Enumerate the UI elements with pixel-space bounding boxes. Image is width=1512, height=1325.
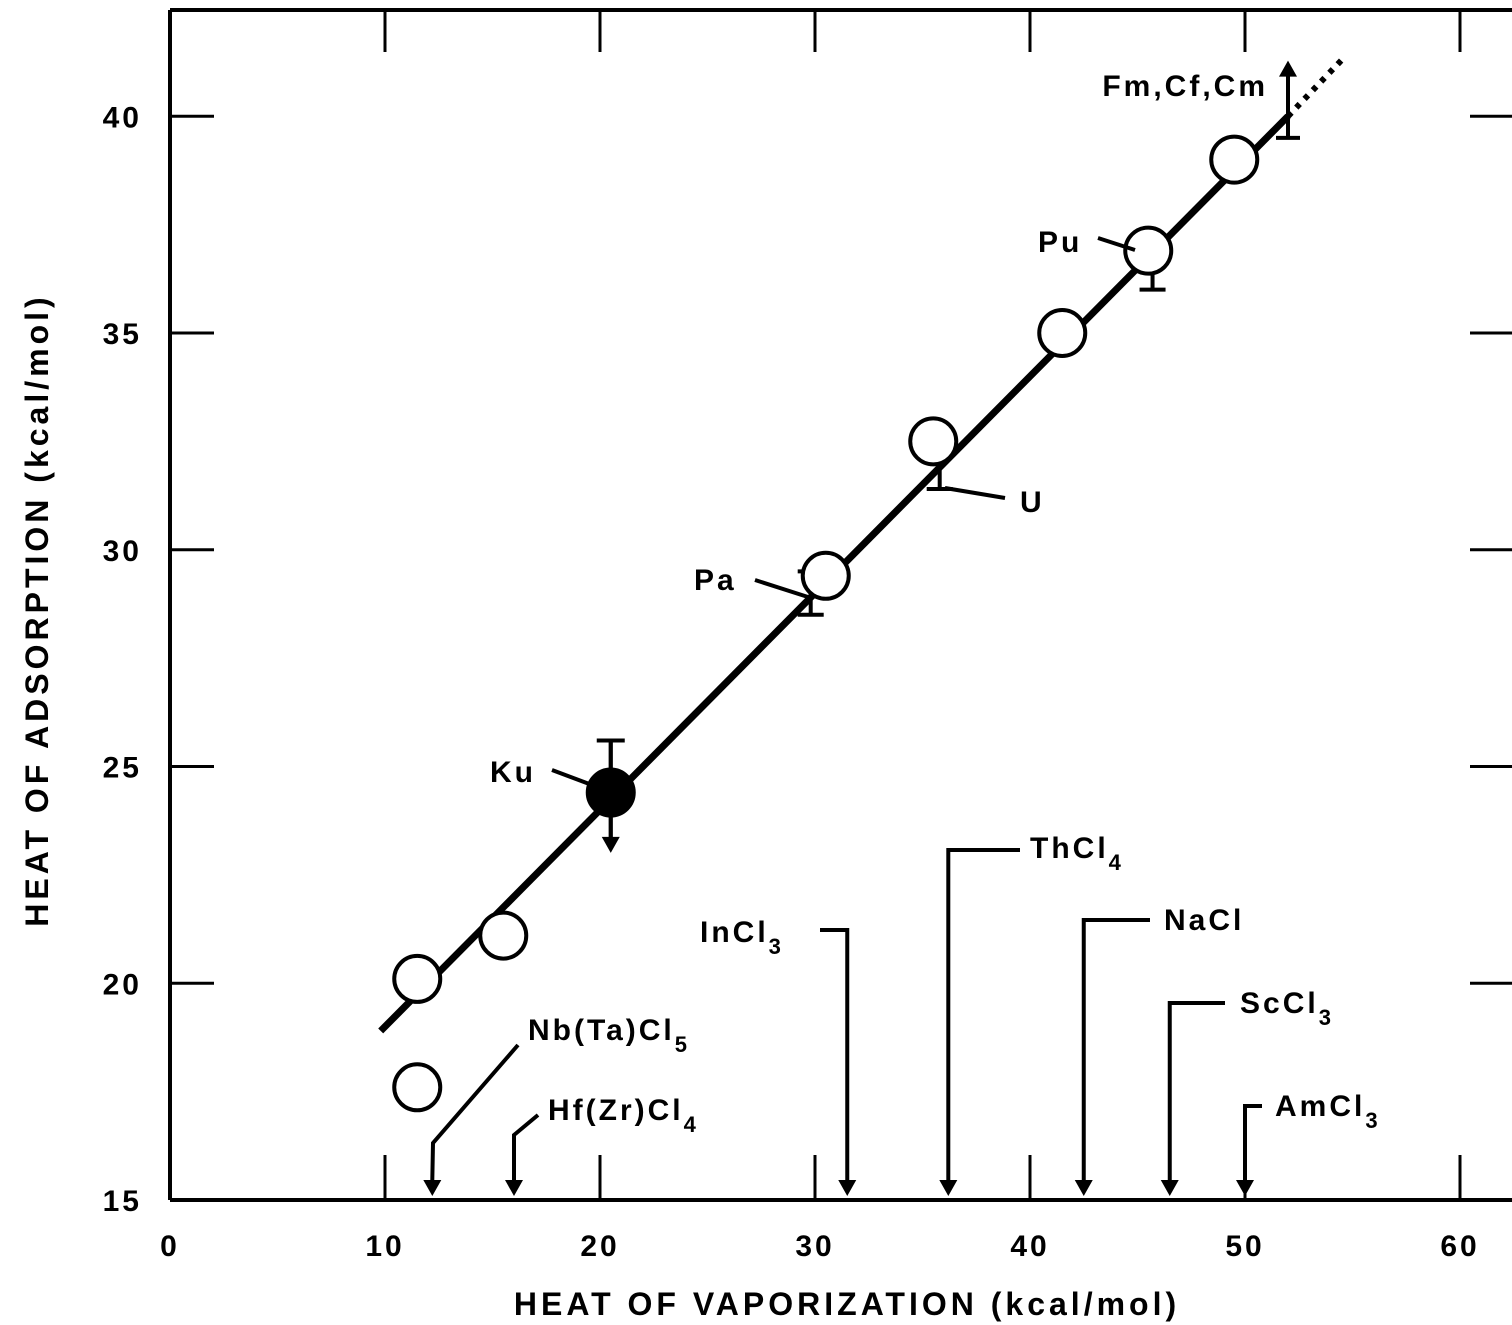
open-point-3 [800,550,851,601]
ref-2-label: InCl3 [700,916,784,959]
x-axis-title: HEAT OF VAPORIZATION (kcal/mol) [514,1286,1180,1322]
ref-2-arrowhead [838,1180,857,1196]
open-point-7 [1209,134,1260,185]
y-tick-label-30: 30 [103,535,142,568]
ref-6-line [1243,1104,1262,1180]
error-bar-arrow-0 [601,836,620,853]
ref-3-label: ThCl4 [1030,832,1124,875]
ref-1-line [512,1113,540,1180]
ref-6-label: AmCl3 [1275,1090,1381,1133]
x-tick-label-0: 0 [160,1230,180,1263]
annotations: Fm,Cf,Cm Pu U Pa Ku [490,70,1268,789]
y-tick-label-35: 35 [103,318,142,351]
ref-6-arrowhead [1236,1180,1254,1196]
y-tick-label-15: 15 [103,1185,142,1218]
open-point-6 [1123,225,1174,276]
y-tick-label-20: 20 [103,968,142,1001]
annotation-0: Fm,Cf,Cm [1102,70,1268,103]
ref-4-label: NaCl [1164,904,1244,937]
ref-5-label: ScCl3 [1240,987,1334,1030]
error-bar-arrow-4 [1279,60,1297,77]
x-tick-label-40: 40 [1010,1230,1049,1263]
open-point-5 [1037,308,1088,358]
annotation-leader-3 [754,578,809,599]
ref-5-line [1167,1001,1225,1180]
annotation-leader-4 [551,768,593,787]
open-point-4 [908,416,959,467]
x-tick-label-30: 30 [795,1230,834,1263]
annotation-leader-1 [1097,236,1136,252]
annotation-leader-2 [944,486,1006,500]
open-point-1 [478,910,529,961]
y-axis-title: HEAT OF ADSORPTION (kcal/mol) [19,293,55,926]
filled-point-0 [585,767,636,818]
ref-3-arrowhead [939,1180,958,1196]
ref-4-arrowhead [1074,1180,1093,1196]
annotation-3: Pa [694,564,737,597]
open-point-0 [392,953,443,1004]
data-points [392,134,1260,1113]
x-tick-label-20: 20 [580,1230,619,1263]
ref-1-arrowhead [505,1180,523,1196]
fit-line-dotted [1285,57,1344,119]
annotation-1: Pu [1038,226,1082,259]
ticks: 0 10 20 30 40 50 60 15 20 25 30 35 40 [103,10,1512,1263]
ref-4-line [1081,918,1150,1180]
y-tick-label-40: 40 [103,101,142,134]
ref-1-label: Hf(Zr)Cl4 [548,1094,699,1137]
open-point-2 [392,1062,443,1113]
ref-0-label: Nb(Ta)Cl5 [528,1014,690,1057]
fit-line [378,57,1344,1034]
annotation-4: Ku [490,756,536,789]
ref-2-line [820,928,850,1180]
ref-0-line [430,1043,520,1181]
reference-markers: Nb(Ta)Cl5 Hf(Zr)Cl4 InCl3 ThCl4 NaCl ScCl3 AmC… [423,832,1381,1196]
ref-5-arrowhead [1160,1180,1179,1196]
x-tick-label-50: 50 [1225,1230,1264,1263]
x-tick-label-10: 10 [365,1230,404,1263]
ref-0-arrowhead [423,1180,442,1196]
ref-3-line [946,848,1020,1180]
annotation-2: U [1020,486,1045,519]
y-tick-label-25: 25 [103,752,142,785]
x-tick-label-60: 60 [1440,1230,1479,1263]
